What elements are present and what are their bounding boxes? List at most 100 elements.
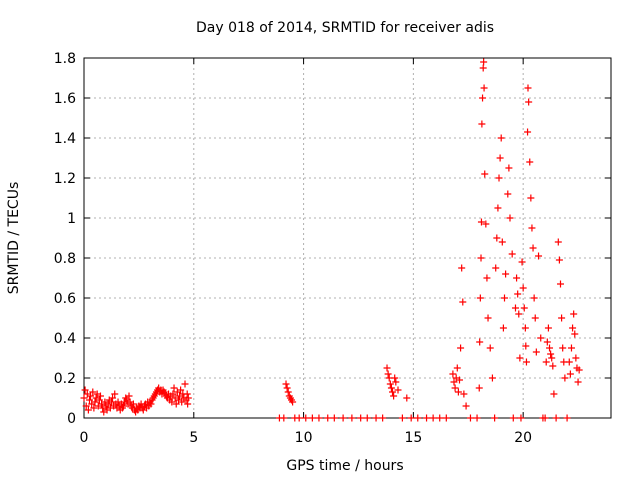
data-point [478, 120, 486, 128]
data-point [528, 224, 536, 232]
data-point [543, 338, 551, 346]
data-point [491, 414, 499, 422]
data-point [372, 414, 380, 422]
data-point [481, 170, 489, 178]
data-point [451, 384, 459, 392]
data-point [85, 396, 93, 404]
data-point [184, 400, 192, 408]
data-point [571, 330, 579, 338]
data-point [168, 398, 176, 406]
data-point [91, 398, 99, 406]
data-point [519, 284, 527, 292]
data-point [284, 388, 292, 396]
data-point [178, 398, 186, 406]
data-point [546, 344, 554, 352]
y-tick-label: 0.2 [54, 371, 76, 387]
data-point [488, 374, 496, 382]
data-point [521, 324, 529, 332]
data-point [315, 414, 323, 422]
data-point [392, 378, 400, 386]
data-point [555, 256, 563, 264]
data-point [125, 392, 133, 400]
y-axis-label: SRMTID / TECUs [6, 182, 22, 295]
data-point [458, 264, 466, 272]
data-point [90, 404, 98, 412]
data-point [460, 390, 468, 398]
data-point [384, 370, 392, 378]
data-point [509, 414, 517, 422]
data-point [480, 84, 488, 92]
data-point [541, 414, 549, 422]
data-point [486, 344, 494, 352]
data-point [383, 364, 391, 372]
data-point [379, 414, 387, 422]
data-point [436, 414, 444, 422]
x-tick-label: 5 [189, 430, 198, 446]
data-point [429, 414, 437, 422]
x-tick-label: 0 [80, 430, 89, 446]
data-point [526, 158, 534, 166]
data-point [575, 366, 583, 374]
data-point [525, 98, 533, 106]
data-point [462, 402, 470, 410]
data-point [81, 386, 89, 394]
data-point [495, 174, 503, 182]
data-point [302, 414, 310, 422]
data-point [477, 218, 485, 226]
data-point [479, 94, 487, 102]
data-point [476, 294, 484, 302]
data-point [129, 400, 137, 408]
y-tick-label: 1 [67, 211, 76, 227]
data-point [547, 350, 555, 358]
data-point [574, 378, 582, 386]
data-point [514, 290, 522, 298]
y-tick-label: 0.8 [54, 251, 76, 267]
data-point [537, 334, 545, 342]
data-point [475, 384, 483, 392]
data-point [517, 414, 525, 422]
data-point [177, 386, 185, 394]
data-point [339, 414, 347, 422]
data-point [566, 370, 574, 378]
data-point [506, 214, 514, 222]
data-point [95, 396, 103, 404]
data-point [522, 342, 530, 350]
data-point [295, 414, 303, 422]
data-point [449, 370, 457, 378]
data-point [96, 392, 104, 400]
data-point [504, 190, 512, 198]
data-point [455, 376, 463, 384]
data-point [548, 354, 556, 362]
plot-frame [83, 57, 612, 419]
data-point [457, 344, 465, 352]
data-point [550, 390, 558, 398]
data-point [450, 378, 458, 386]
data-point [394, 386, 402, 394]
data-point [169, 390, 177, 398]
data-point [567, 344, 575, 352]
data-point [502, 270, 510, 278]
data-point [513, 274, 521, 282]
data-point [111, 390, 119, 398]
data-point [324, 414, 332, 422]
data-point [559, 344, 567, 352]
data-point [497, 134, 505, 142]
data-point [170, 384, 178, 392]
data-point [454, 388, 462, 396]
data-point [84, 406, 92, 414]
data-point [515, 310, 523, 318]
data-point [482, 220, 490, 228]
x-tick-label: 10 [295, 430, 313, 446]
data-point [398, 414, 406, 422]
data-point [569, 324, 577, 332]
x-tick-label: 20 [514, 430, 532, 446]
data-point [386, 380, 394, 388]
data-point [516, 354, 524, 362]
data-point [181, 380, 189, 388]
data-point [501, 294, 509, 302]
data-point [348, 414, 356, 422]
data-point [572, 354, 580, 362]
data-point [518, 258, 526, 266]
data-point [330, 414, 338, 422]
y-tick-label: 1.8 [54, 51, 76, 67]
